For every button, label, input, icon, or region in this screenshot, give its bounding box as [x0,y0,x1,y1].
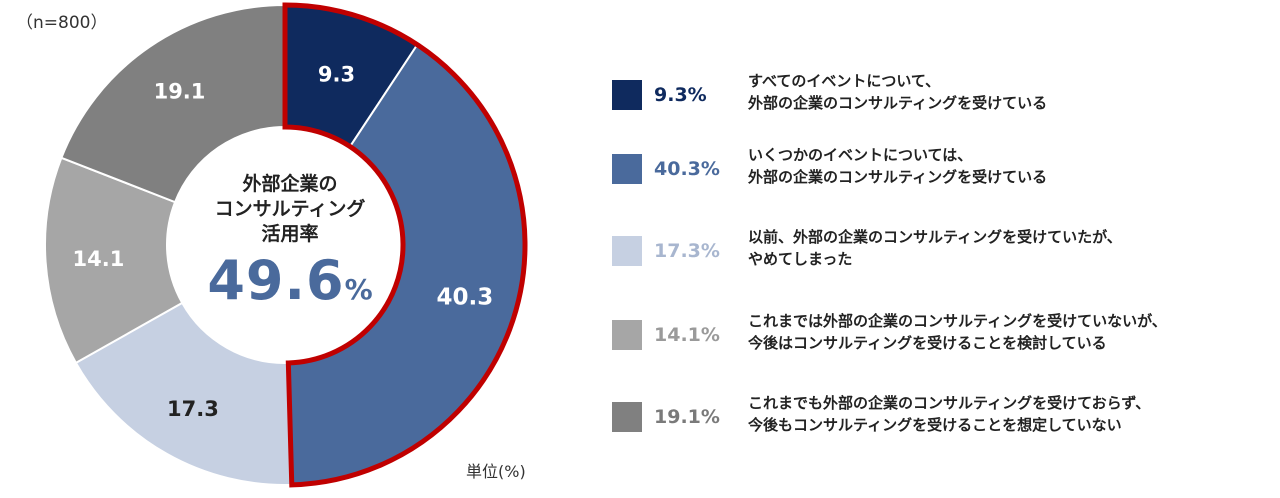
legend-pct-1: 40.3% [654,158,720,180]
slice-label-4: 19.1 [154,80,206,104]
center-rate-value: 49.6 [207,249,345,312]
slice-label-1: 40.3 [436,284,493,310]
donut-slice-3 [44,156,184,365]
center-line-3: 活用率 [261,223,319,245]
center-label: 外部企業の コンサルティング 活用率 49.6% [195,172,385,312]
legend-text-1: いくつかのイベントについては、外部の企業のコンサルティングを受けている [748,144,1047,188]
sample-size-label: （n=800） [16,13,108,33]
slice-label-0: 9.3 [318,63,355,87]
legend-text-line-3-1: 今後はコンサルティングを受けることを検討している [748,334,1107,352]
legend-swatch-1 [612,154,642,184]
legend-text-0: すべてのイベントについて、外部の企業のコンサルティングを受けている [748,70,1047,114]
center-rate-unit: % [344,273,373,306]
legend-text-4: これまでも外部の企業のコンサルティングを受けておらず、 今後もコンサルティングを受… [748,392,1150,436]
legend-item-1: 40.3% いくつかのイベントについては、外部の企業のコンサルティングを受けている [612,144,1272,204]
legend-text-3: これまでは外部の企業のコンサルティングを受けていないが、 今後はコンサルティングを… [748,310,1167,354]
legend-pct-3: 14.1% [654,324,720,346]
legend-item-4: 19.1% これまでも外部の企業のコンサルティングを受けておらず、 今後もコンサルテ… [612,392,1272,452]
legend-text-line-3-0: これまでは外部の企業のコンサルティングを受けていないが、 [748,312,1167,330]
legend-text-line-2-0: 以前、外部の企業のコンサルティングを受けていたが、 [748,228,1122,246]
legend-text-line-0-1: 外部の企業のコンサルティングを受けている [748,94,1048,112]
legend-swatch-4 [612,402,642,432]
legend-text-2: 以前、外部の企業のコンサルティングを受けていたが、 やめてしまった [748,226,1122,270]
center-line-2: コンサルティング [214,198,366,220]
donut-slice-4 [60,3,286,204]
legend-text-line-4-0: これまでも外部の企業のコンサルティングを受けておらず、 [748,394,1151,412]
legend-swatch-2 [612,236,642,266]
slice-label-3: 14.1 [73,247,125,271]
legend-text-line-4-1: 今後もコンサルティングを受けることを想定していない [748,416,1122,434]
legend-text-line-1-1: 外部の企業のコンサルティングを受けている [748,168,1048,186]
legend-item-2: 17.3% 以前、外部の企業のコンサルティングを受けていたが、 やめてしまった [612,226,1272,286]
donut-slice-2 [74,301,293,486]
center-rate: 49.6% [195,249,385,312]
legend-swatch-0 [612,80,642,110]
unit-label: 単位(%) [466,462,526,481]
legend-pct-0: 9.3% [654,84,707,106]
legend-pct-2: 17.3% [654,240,720,262]
legend-text-line-1-0: いくつかのイベントについては、 [748,146,973,164]
donut-chart: 9.3 40.3 17.3 14.1 19.1 [44,2,528,488]
legend-item-0: 9.3% すべてのイベントについて、外部の企業のコンサルティングを受けている [612,70,1272,130]
slice-label-2: 17.3 [167,397,219,421]
highlight-outline [282,2,528,488]
legend-text-line-0-0: すべてのイベントについて、 [748,72,941,90]
legend-pct-4: 19.1% [654,406,720,428]
legend-item-3: 14.1% これまでは外部の企業のコンサルティングを受けていないが、 今後はコンサル… [612,310,1272,370]
legend-swatch-3 [612,320,642,350]
legend-text-line-2-1: やめてしまった [748,250,853,268]
center-line-1: 外部企業の [242,173,338,195]
